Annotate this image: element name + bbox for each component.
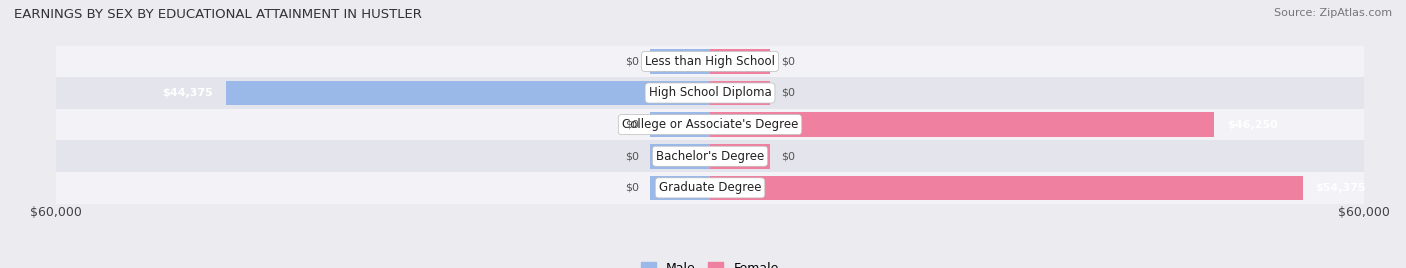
Text: $0: $0 <box>626 120 640 130</box>
Bar <box>650 176 710 200</box>
Bar <box>56 172 1364 204</box>
Text: $0: $0 <box>626 56 640 66</box>
Text: $44,375: $44,375 <box>163 88 214 98</box>
Text: College or Associate's Degree: College or Associate's Degree <box>621 118 799 131</box>
Text: High School Diploma: High School Diploma <box>648 87 772 99</box>
Text: Less than High School: Less than High School <box>645 55 775 68</box>
Bar <box>710 81 770 105</box>
Bar <box>650 112 710 137</box>
Text: $46,250: $46,250 <box>1227 120 1278 130</box>
Legend: Male, Female: Male, Female <box>637 257 783 268</box>
Text: Source: ZipAtlas.com: Source: ZipAtlas.com <box>1274 8 1392 18</box>
Bar <box>710 112 1213 137</box>
Text: $0: $0 <box>780 56 794 66</box>
Text: $0: $0 <box>626 183 640 193</box>
Bar <box>56 77 1364 109</box>
Text: Graduate Degree: Graduate Degree <box>659 181 761 194</box>
Text: $0: $0 <box>626 151 640 161</box>
Text: EARNINGS BY SEX BY EDUCATIONAL ATTAINMENT IN HUSTLER: EARNINGS BY SEX BY EDUCATIONAL ATTAINMEN… <box>14 8 422 21</box>
Text: $54,375: $54,375 <box>1316 183 1367 193</box>
Text: $0: $0 <box>780 151 794 161</box>
Text: $0: $0 <box>780 88 794 98</box>
Bar <box>710 176 1302 200</box>
Bar <box>56 46 1364 77</box>
Bar <box>650 144 710 169</box>
Text: Bachelor's Degree: Bachelor's Degree <box>657 150 763 163</box>
Bar <box>710 49 770 74</box>
Bar <box>650 49 710 74</box>
Bar <box>56 109 1364 140</box>
Bar <box>56 140 1364 172</box>
Bar <box>710 144 770 169</box>
Bar <box>226 81 710 105</box>
